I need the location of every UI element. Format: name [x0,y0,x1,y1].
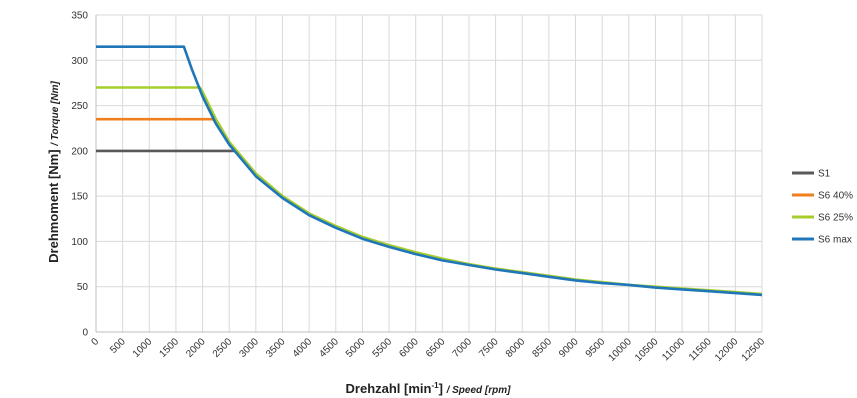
x-tick-label-7500: 7500 [477,336,501,360]
x-tick-label-8000: 8000 [504,336,528,360]
legend-label-s6-40-: S6 40% [818,191,853,202]
x-tick-label-8500: 8500 [530,336,554,360]
series-line-s6-40- [96,117,231,145]
y-tick-label-200: 200 [71,146,88,157]
y-tick-label-150: 150 [71,192,88,203]
y-tick-label-250: 250 [71,101,88,112]
x-tick-label-10000: 10000 [606,336,634,364]
x-tick-label-0: 0 [89,336,101,348]
y-tick-label-50: 50 [77,282,89,293]
x-tick-label-12500: 12500 [740,336,768,364]
y-axis-title: Drehmoment [Nm] / Torque [Nm] [46,81,61,263]
x-tick-label-10500: 10500 [633,336,661,364]
x-tick-label-500: 500 [108,336,128,356]
x-tick-label-11500: 11500 [687,336,714,363]
x-tick-label-3500: 3500 [264,336,288,360]
x-tick-label-2000: 2000 [184,336,208,360]
axes [95,15,762,333]
legend-label-s1: S1 [818,169,831,180]
y-tick-label-100: 100 [71,237,88,248]
grid [95,14,763,333]
legend-label-s6-25-: S6 25% [818,213,853,224]
y-tick-label-350: 350 [71,11,88,22]
x-tick-label-1000: 1000 [131,336,155,360]
x-axis-title: Drehzahl [min-1] / Speed [rpm] [346,381,512,396]
x-tick-label-11000: 11000 [660,336,687,363]
series-line-s6-max [96,45,763,297]
x-tick-label-2500: 2500 [211,336,235,360]
x-tick-label-4000: 4000 [291,336,315,360]
x-tick-label-9500: 9500 [584,336,608,360]
x-tick-label-7000: 7000 [451,336,475,360]
legend: S1 S6 40% S6 25% S6 max [792,169,853,246]
x-tick-label-6000: 6000 [397,336,421,360]
x-tick-label-4500: 4500 [317,336,341,360]
x-tick-label-12000: 12000 [713,336,741,364]
x-tick-label-5000: 5000 [344,336,368,360]
x-tick-label-9000: 9000 [557,336,581,360]
y-tick-label-300: 300 [71,56,88,67]
x-tick-label-5500: 5500 [371,336,395,360]
x-tick-label-1500: 1500 [158,336,182,360]
y-tick-label-0: 0 [82,328,88,339]
series-lines [96,45,763,297]
legend-label-s6-max: S6 max [818,235,852,246]
x-tick-label-3000: 3000 [237,336,261,360]
x-tick-label-6500: 6500 [424,336,448,360]
